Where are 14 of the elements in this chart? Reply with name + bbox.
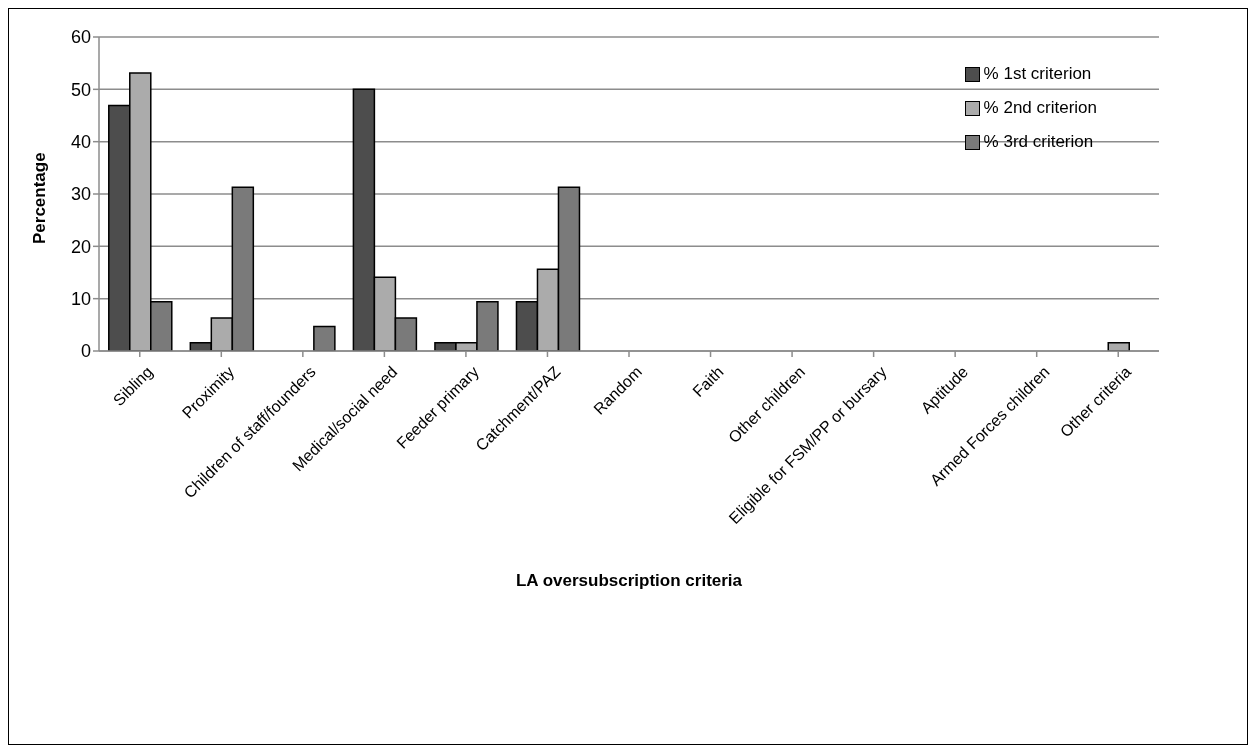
- y-tick-label: 20: [70, 236, 91, 257]
- legend-label: % 1st criterion: [983, 64, 1092, 84]
- x-axis-title: LA oversubscription criteria: [515, 571, 743, 590]
- y-axis-title: Percentage: [30, 152, 50, 244]
- y-tick-label: 30: [70, 184, 91, 205]
- legend-label: % 2nd criterion: [983, 98, 1097, 118]
- y-tick-label: 40: [70, 132, 91, 153]
- y-tick-label: 50: [70, 79, 91, 100]
- bar: [1107, 341, 1130, 351]
- y-tick-label: 10: [70, 289, 91, 310]
- legend-label: % 3rd criterion: [983, 132, 1094, 152]
- y-tick-label: 0: [80, 341, 91, 362]
- y-tick-label: 60: [70, 27, 91, 48]
- bar: [313, 325, 336, 351]
